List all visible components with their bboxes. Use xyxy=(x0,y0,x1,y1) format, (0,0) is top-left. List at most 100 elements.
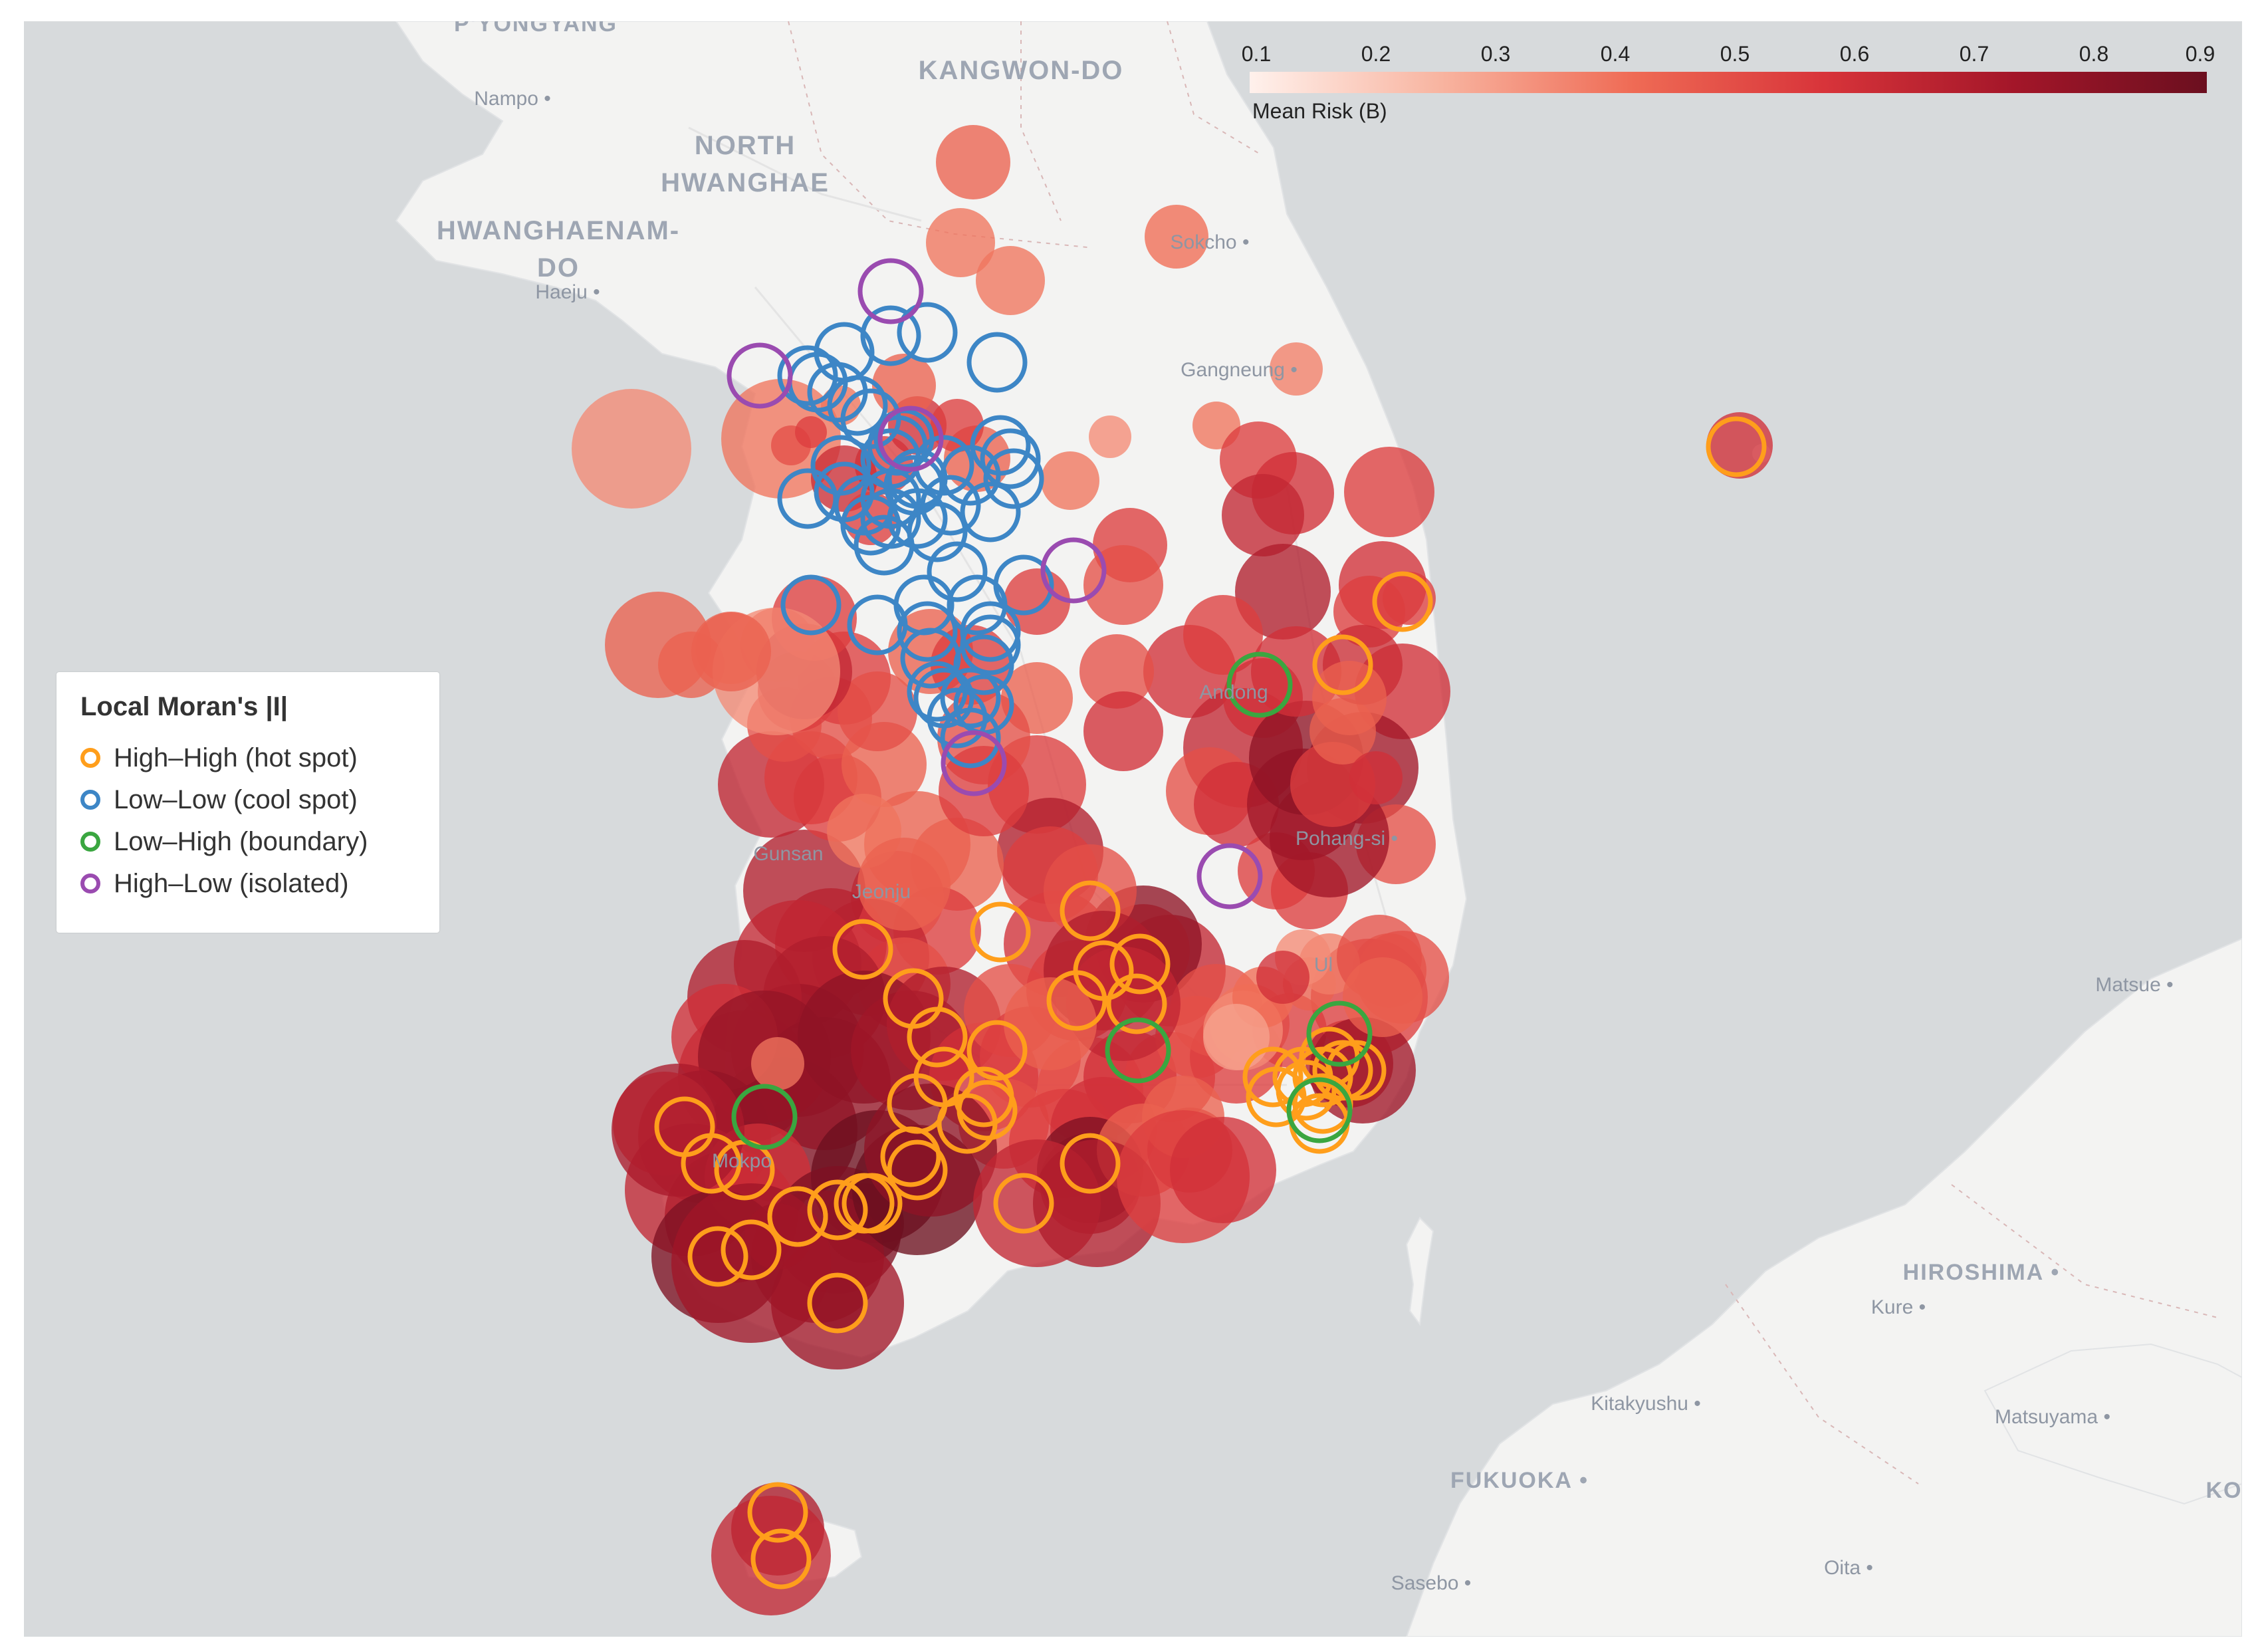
hot-spot-ring xyxy=(1106,973,1167,1034)
colorbar-tick: 0.1 xyxy=(1241,42,1272,66)
hot-spot-ring xyxy=(1060,880,1121,941)
map-label-andong: Andong xyxy=(1199,681,1268,703)
risk-circle xyxy=(976,246,1045,315)
map-label-fukuoka: FUKUOKA xyxy=(1450,1462,1589,1499)
risk-circle xyxy=(691,612,771,691)
colorbar-tick: 0.4 xyxy=(1600,42,1631,66)
isolated-ring xyxy=(877,406,944,472)
risk-circle xyxy=(1203,1004,1270,1070)
hot-spot-ring xyxy=(1046,970,1107,1031)
colorbar-tick: 0.2 xyxy=(1361,42,1391,66)
hot-spot-ring xyxy=(1372,571,1433,632)
risk-circle xyxy=(612,1064,744,1197)
risk-circle xyxy=(1079,634,1154,709)
map-label-nampo: Nampo xyxy=(474,88,551,110)
cool-spot-ring xyxy=(960,481,1021,542)
colorbar-tick: 0.8 xyxy=(2079,42,2109,66)
map-label-kure: Kure xyxy=(1871,1296,1926,1319)
map-label-ko: KO xyxy=(2205,1478,2242,1503)
cool-spot-ring xyxy=(897,302,958,363)
risk-circle xyxy=(808,1274,867,1332)
cool-spot-ring xyxy=(940,707,1001,768)
map-label-haeju: Haeju xyxy=(535,281,600,304)
risk-circle xyxy=(1222,474,1304,556)
map-label-hwanghaenam: HWANGHAENAM- DO xyxy=(436,216,681,283)
colorbar: 0.1 0.2 0.3 0.4 0.5 0.6 0.7 0.8 0.9 Mean… xyxy=(1242,42,2215,128)
colorbar-tick: 0.9 xyxy=(2185,42,2215,66)
legend-item-label: Low–Low (cool spot) xyxy=(114,784,358,814)
risk-circle xyxy=(857,838,951,931)
cool-spot-ring xyxy=(883,455,945,516)
cool-spot-ring xyxy=(780,574,842,636)
risk-circle xyxy=(795,416,827,448)
hot-spot-ring xyxy=(887,1139,948,1201)
map-canvas[interactable]: P'YONGYANG KANGWON-DO Nampo NORTH HWANGH… xyxy=(24,21,2242,1637)
hot-spot-ring xyxy=(907,1006,968,1068)
map-label-oita: Oita xyxy=(1824,1557,1873,1580)
risk-circle xyxy=(936,125,1010,199)
hot-spot-ring xyxy=(721,1219,782,1280)
cool-spot-ring xyxy=(953,634,1014,695)
cool-spot-ring xyxy=(927,541,988,602)
risk-circle xyxy=(1312,661,1387,735)
isolated-ring xyxy=(727,342,793,409)
map-label-north-hwanghae: NORTH HWANGHAE xyxy=(661,131,830,197)
cool-spot-ring xyxy=(940,667,1001,729)
colorbar-tick: 0.5 xyxy=(1720,42,1750,66)
hot-spot-ring xyxy=(747,1482,808,1543)
colorbar-gradient xyxy=(1250,72,2207,93)
map-label-pyongyang: P'YONGYANG xyxy=(454,21,618,37)
legend-item-label: Low–High (boundary) xyxy=(114,826,368,856)
hot-spot-ring xyxy=(993,1173,1054,1234)
risk-circle xyxy=(1083,545,1163,625)
map-label-matsuyama: Matsuyama xyxy=(1995,1406,2110,1429)
legend-title: Local Moran's |I| xyxy=(80,692,288,721)
hot-spot-ring xyxy=(1276,1060,1337,1121)
cool-spot-ring xyxy=(940,445,1001,506)
colorbar-tick: 0.7 xyxy=(1959,42,1989,66)
cool-spot-ring xyxy=(960,601,1021,662)
hot-spot-ring xyxy=(1706,416,1767,477)
map-label-mokpo: Mokpo xyxy=(711,1150,772,1172)
hot-spot-ring xyxy=(1312,1040,1373,1101)
map-label-ulsan: Ul xyxy=(1313,954,1333,976)
hot-spot-ring xyxy=(750,1528,812,1590)
ring-icon-blue xyxy=(80,790,100,810)
isolated-ring xyxy=(857,258,924,324)
risk-circle xyxy=(711,1496,831,1615)
boundary-ring xyxy=(1306,1001,1373,1067)
hot-spot-ring xyxy=(880,1126,941,1187)
legend-item-label: High–High (hot spot) xyxy=(114,743,358,772)
legend-item-high-low: High–Low (isolated) xyxy=(80,868,349,899)
colorbar-tick: 0.6 xyxy=(1839,42,1870,66)
boundary-ring xyxy=(1286,1077,1353,1143)
risk-circle xyxy=(605,592,711,698)
risk-circle xyxy=(1343,957,1422,1037)
hot-spot-ring xyxy=(767,1186,828,1247)
map-label-matsue: Matsue xyxy=(2095,974,2173,997)
risk-circle xyxy=(1170,1117,1276,1223)
map-label-hiroshima: HIROSHIMA xyxy=(1903,1254,2061,1291)
risk-circle xyxy=(1089,415,1131,458)
map-label-kangwon: KANGWON-DO xyxy=(918,56,1124,85)
cool-spot-ring xyxy=(777,345,838,406)
boundary-ring xyxy=(1105,1017,1171,1084)
cool-spot-ring xyxy=(840,495,901,556)
risk-circle xyxy=(838,671,917,751)
hot-spot-ring xyxy=(970,901,1031,963)
risk-circle xyxy=(671,1183,831,1343)
ring-icon-purple xyxy=(80,874,100,893)
map-label-kitakyushu: Kitakyushu xyxy=(1591,1393,1701,1415)
cool-spot-ring xyxy=(966,332,1028,393)
isolated-ring xyxy=(1040,537,1107,604)
hot-spot-ring xyxy=(687,1226,748,1287)
hot-spot-ring xyxy=(1060,1133,1121,1194)
risk-circle xyxy=(872,354,936,417)
risk-circle xyxy=(1004,568,1070,635)
hot-spot-ring xyxy=(957,1080,1018,1141)
cool-spot-ring xyxy=(947,574,1008,636)
basemap xyxy=(395,21,2242,1637)
map-label-gunsan: Gunsan xyxy=(753,843,824,865)
hot-spot-ring xyxy=(807,1272,868,1334)
map-label-gangneung: Gangneung xyxy=(1181,359,1298,382)
